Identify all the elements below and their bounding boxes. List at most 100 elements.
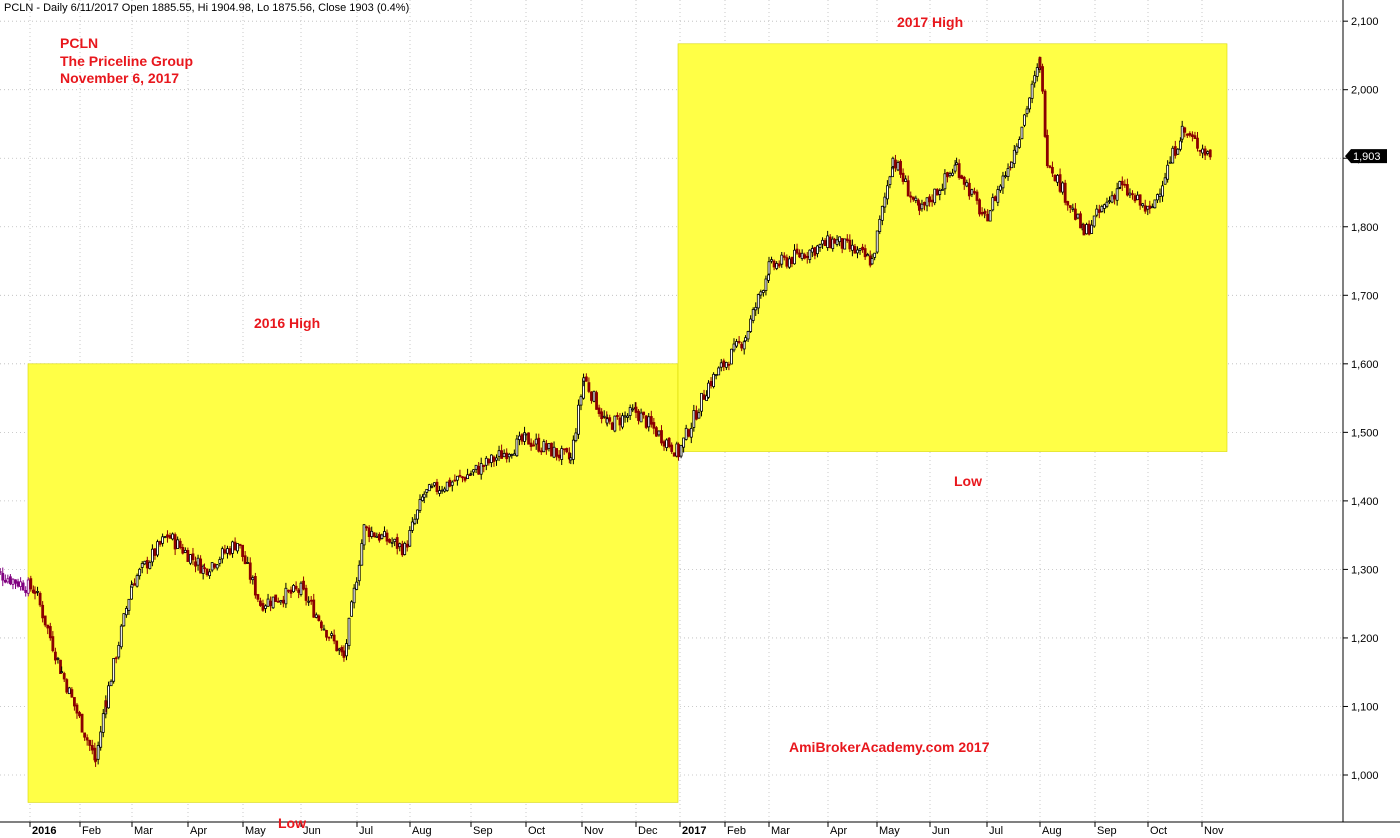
y-tick-label: 1,200 <box>1351 633 1379 645</box>
candle <box>833 237 836 244</box>
candle-body <box>347 617 351 647</box>
candle-body <box>1079 213 1082 229</box>
candle-body <box>1038 56 1042 68</box>
candle-body <box>196 557 200 566</box>
candle-body <box>700 392 703 412</box>
candle <box>215 564 219 571</box>
candle <box>80 713 84 733</box>
candle <box>183 547 187 554</box>
candle-body <box>996 189 1000 203</box>
candle <box>210 562 214 573</box>
candle <box>692 404 696 432</box>
candle <box>1196 131 1199 152</box>
candle-body <box>574 432 578 442</box>
candle-body <box>213 563 217 568</box>
candle-body <box>878 218 882 232</box>
candle <box>281 595 285 608</box>
candle-body <box>510 454 514 456</box>
candle-body <box>1176 148 1180 155</box>
candle <box>1035 63 1039 82</box>
candle <box>3 574 7 584</box>
candle <box>1185 133 1189 138</box>
candle-body <box>14 579 17 584</box>
candle <box>264 604 267 613</box>
candle-body <box>435 481 439 492</box>
candle-body <box>307 600 311 603</box>
candle-body <box>1138 194 1142 206</box>
candle-body <box>953 164 957 172</box>
candle <box>75 702 79 719</box>
candle-body <box>330 633 334 636</box>
candle-body <box>276 600 280 603</box>
candle-body <box>1143 205 1147 212</box>
candle <box>365 525 369 531</box>
candle <box>443 486 447 493</box>
candle <box>261 599 265 612</box>
candle-body <box>1073 208 1077 220</box>
candle <box>767 274 770 283</box>
candle <box>413 514 417 526</box>
candle-body <box>271 596 275 609</box>
candle <box>705 390 708 401</box>
candle <box>383 526 386 538</box>
candle-body <box>991 197 995 211</box>
candle <box>375 532 379 538</box>
candle-body <box>1156 194 1159 201</box>
candle <box>550 442 553 457</box>
candle-body <box>1092 215 1096 227</box>
candle-body <box>707 382 710 398</box>
candle <box>631 404 635 413</box>
candle <box>1150 203 1154 209</box>
candle <box>642 411 646 419</box>
candle <box>495 454 498 466</box>
candle-body <box>1058 174 1062 192</box>
candle <box>756 293 760 315</box>
candle-body <box>507 453 511 458</box>
candle-body <box>226 548 229 554</box>
candle-body <box>1158 193 1162 197</box>
candle <box>497 445 501 462</box>
candle <box>637 409 640 425</box>
candle <box>1082 223 1086 236</box>
candle <box>613 415 617 433</box>
candle-body <box>777 263 781 267</box>
candle-body <box>418 499 422 511</box>
candle-body <box>327 636 331 639</box>
candle <box>677 442 680 461</box>
candle <box>455 475 459 486</box>
candle <box>909 191 913 203</box>
candle-body <box>761 290 765 293</box>
candle <box>1010 161 1014 169</box>
candle <box>679 444 683 459</box>
candle <box>539 447 543 455</box>
candle <box>158 540 162 547</box>
candle-body <box>246 562 250 564</box>
candle-body <box>458 474 462 477</box>
candle <box>527 432 530 445</box>
candle-body <box>292 585 295 593</box>
candle-body <box>705 395 708 401</box>
candle <box>735 338 738 348</box>
candle <box>1004 171 1007 179</box>
candle <box>732 338 736 353</box>
x-tick-label: 2016 <box>32 825 56 837</box>
candle-body <box>780 254 784 265</box>
candle-body <box>973 191 976 194</box>
candle-body <box>1206 151 1210 154</box>
candle-body <box>345 643 348 657</box>
candle <box>56 656 60 664</box>
candle-body <box>380 534 384 540</box>
candle <box>487 458 491 466</box>
candle <box>421 494 424 502</box>
candle-body <box>569 457 573 461</box>
candle-body <box>1193 135 1197 139</box>
candle <box>484 455 488 471</box>
candle-body <box>880 205 884 221</box>
candle-body <box>11 578 15 585</box>
candle-body <box>360 543 364 566</box>
candle <box>143 560 147 566</box>
candle-body <box>1113 194 1116 200</box>
candle-body <box>158 540 162 545</box>
candle-body <box>616 415 619 418</box>
candle <box>507 452 511 463</box>
